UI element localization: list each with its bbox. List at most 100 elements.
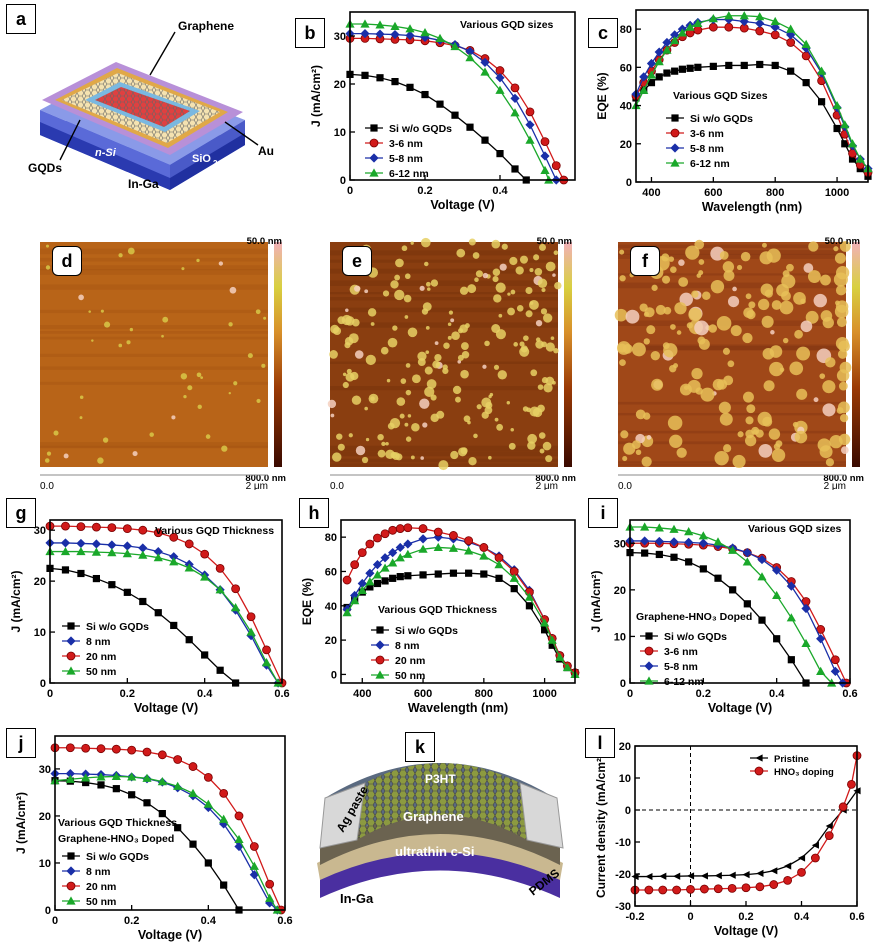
afm-streak <box>330 250 558 256</box>
afm-particle <box>421 308 429 315</box>
afm-particle <box>263 316 267 320</box>
chart-panel-j: 0 0.2 0.4 0.6 0 10 20 30 Voltage (V) J (mA/cm²) Va… <box>0 728 295 944</box>
afm-particle <box>674 302 687 315</box>
data-point <box>540 618 550 627</box>
chart-title: Various GQD Thickness <box>155 525 274 537</box>
data-point <box>388 548 398 558</box>
data-point <box>96 744 106 754</box>
data-point <box>825 822 833 830</box>
afm-particle <box>763 380 775 392</box>
afm-panel-d: 50.0 nm 800.0 nm 0.0 2 μm d <box>0 230 300 492</box>
data-point <box>709 62 717 70</box>
afm-particle <box>825 357 836 368</box>
y-tick-label: 30 <box>34 525 46 537</box>
data-point <box>65 774 75 783</box>
afm-particle <box>807 270 821 283</box>
data-point <box>380 563 390 572</box>
x-tick-label: 0 <box>47 688 53 700</box>
data-point <box>216 666 224 674</box>
data-point <box>694 63 702 71</box>
chart-title: Various GQD sizes <box>748 523 842 535</box>
chart-panel-g: 0 0.2 0.4 0.6 0 10 20 30 Voltage (V) J (mA/cm²) Va… <box>0 498 295 718</box>
afm-streak <box>330 445 558 452</box>
afm-particle <box>553 250 559 256</box>
afm-streak <box>618 461 846 464</box>
data-point <box>366 583 374 591</box>
afm-particle <box>348 333 359 344</box>
afm-particle <box>742 332 753 344</box>
series-l-1 <box>630 751 862 895</box>
pdms-layer <box>317 830 563 880</box>
data-point <box>685 558 693 566</box>
legend-label: 3-6 nm <box>389 138 423 150</box>
data-point <box>841 140 849 148</box>
x-tick-label: 0.6 <box>849 911 864 923</box>
inga-layer-k <box>320 850 560 898</box>
data-point <box>756 869 764 877</box>
afm-particle <box>255 309 261 315</box>
afm-particle <box>805 310 819 324</box>
data-point <box>127 772 137 781</box>
legend: Pristine HNO₃ doping <box>750 754 834 778</box>
data-point <box>61 521 70 531</box>
afm-particle <box>661 253 670 262</box>
data-point <box>727 883 737 893</box>
afm-streak <box>330 361 558 364</box>
afm-particle <box>641 456 652 467</box>
afm-particle <box>447 335 452 340</box>
data-point <box>76 538 86 549</box>
afm-particle <box>625 309 640 324</box>
label-p3ht: P3HT <box>425 772 456 786</box>
y-tick-label: 0 <box>626 177 632 189</box>
afm-particle <box>543 383 553 393</box>
afm-particle <box>553 348 559 354</box>
data-point <box>671 67 679 75</box>
afm-particle <box>53 430 59 436</box>
y-tick-label: 0 <box>625 805 631 817</box>
legend-marker <box>670 143 680 153</box>
afm-particle <box>400 378 407 384</box>
label-sio2-sub: 2 <box>213 159 218 168</box>
afm-particle <box>723 444 732 453</box>
y-tick-label: 30 <box>39 764 51 776</box>
chart-panel-h: 400 600 800 1000 0 20 40 60 80 Wavelength (nm) EQE… <box>293 498 583 718</box>
afm-particle <box>332 452 342 462</box>
afm-particle <box>247 353 253 359</box>
series-b-2 <box>345 29 561 185</box>
afm-particle <box>510 428 514 432</box>
afm-panel-f: 50.0 nm 800.0 nm 0.0 2 μm f <box>578 230 878 492</box>
afm-particle <box>719 251 729 260</box>
afm-particle <box>732 286 737 292</box>
data-point <box>784 862 792 870</box>
x-tick-label: 600 <box>414 688 432 700</box>
afm-particle <box>723 270 735 282</box>
y-axis-label: J (mA/cm²) <box>14 792 28 854</box>
x-axis-label: Voltage (V) <box>134 701 198 715</box>
panel-label-i: i <box>588 498 618 528</box>
legend-marker <box>375 640 385 650</box>
afm-particle <box>501 243 508 250</box>
afm-particle <box>460 369 469 379</box>
data-point <box>91 539 101 549</box>
afm-streak <box>40 336 268 340</box>
afm-streak <box>40 248 268 255</box>
y-tick-label: 60 <box>620 62 632 74</box>
data-point <box>138 525 148 535</box>
legend-label: 5-8 nm <box>664 661 698 673</box>
legend-label: 50 nm <box>395 670 425 682</box>
series-c-3 <box>631 11 873 173</box>
afm-particle <box>712 378 725 391</box>
afm-particle <box>430 413 439 423</box>
panel-label-l: l <box>585 728 615 758</box>
afm-particle <box>539 243 546 251</box>
label-sio2: SiO <box>192 153 211 165</box>
y-axis-label: EQE (%) <box>300 578 314 625</box>
data-point <box>61 566 70 574</box>
data-point <box>816 666 826 675</box>
data-point <box>189 840 197 848</box>
afm-particle <box>808 241 819 252</box>
scale-max-label: 50.0 nm <box>825 236 860 247</box>
afm-particle <box>161 334 164 338</box>
afm-particle <box>820 274 831 286</box>
data-point <box>142 773 152 782</box>
